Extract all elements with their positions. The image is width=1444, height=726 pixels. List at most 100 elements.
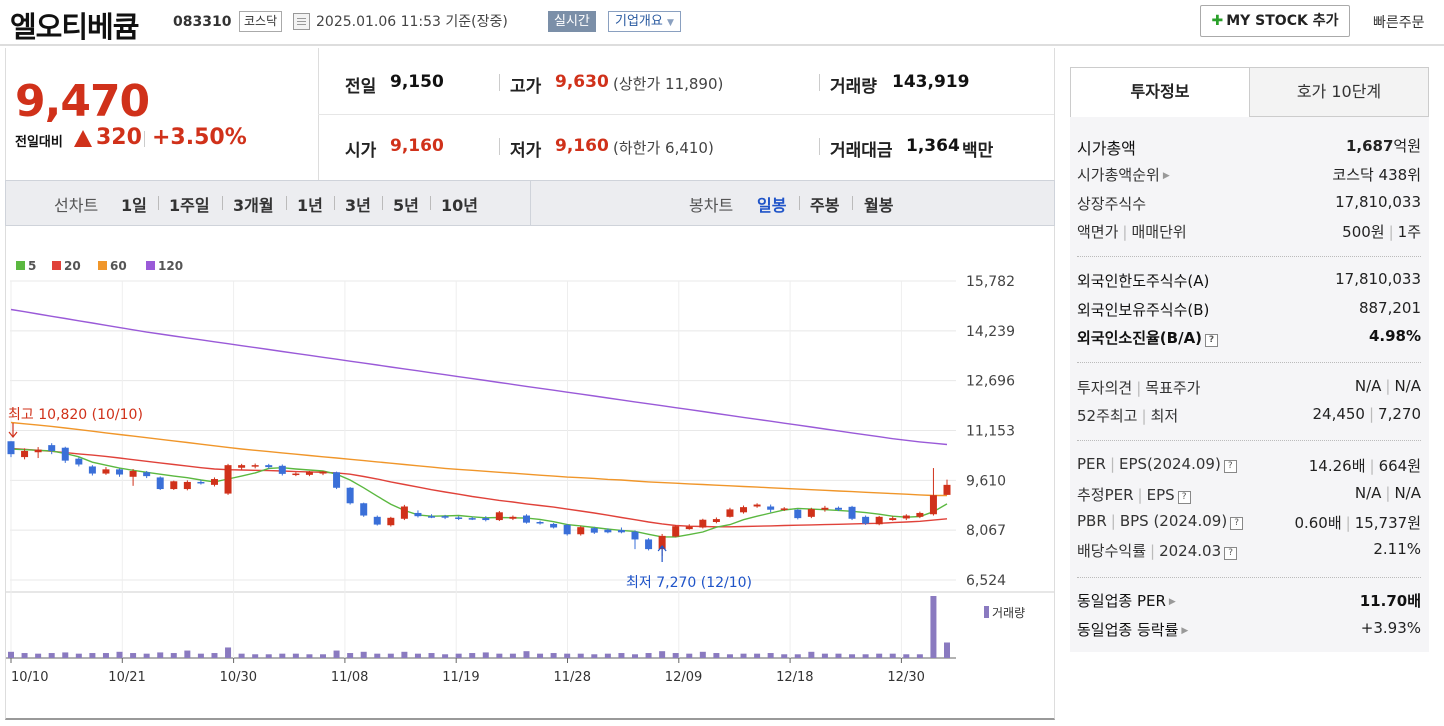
- open-value: 9,160: [390, 136, 444, 156]
- quick-order-link[interactable]: 빠른주문: [1373, 15, 1425, 31]
- volume-bar: [428, 653, 435, 658]
- volume-bar: [374, 653, 381, 658]
- change-value: 320: [96, 125, 142, 150]
- change-rate: +3.50%: [152, 125, 247, 150]
- candle-body: [292, 473, 300, 476]
- plus-icon: ✚: [1211, 13, 1224, 29]
- candle-body: [183, 481, 191, 490]
- volume-bar: [8, 651, 14, 658]
- opinion-value: N/A: [1354, 377, 1382, 395]
- candle-body: [143, 472, 151, 477]
- shares-value: 17,810,033: [1335, 193, 1421, 211]
- market-badge: 코스닥: [239, 11, 283, 32]
- realtime-button[interactable]: 실시간: [548, 11, 596, 32]
- shares-label: 상장주식수: [1077, 195, 1147, 213]
- divider: [1077, 440, 1421, 441]
- bps-label: BPS (2024.09): [1119, 512, 1228, 530]
- x-tick-label: 12/09: [665, 670, 702, 685]
- ma-line-120: [10, 308, 948, 446]
- tab-invest-info[interactable]: 투자정보: [1070, 67, 1250, 117]
- tab-hoga-10[interactable]: 호가 10단계: [1249, 67, 1429, 117]
- volume-bar: [469, 653, 476, 658]
- x-tick-label: 11/08: [331, 670, 368, 685]
- sector-per-value: 11.70배: [1359, 592, 1421, 610]
- candle-body: [821, 507, 829, 510]
- help-icon[interactable]: ?: [1205, 334, 1219, 347]
- volume-bar: [35, 653, 42, 658]
- candle-body: [889, 518, 897, 521]
- help-icon[interactable]: ?: [1230, 517, 1244, 530]
- market-cap-label: 시가총액: [1077, 139, 1136, 158]
- volume-bar: [849, 654, 856, 658]
- invest-info-panel: [1070, 117, 1429, 652]
- legend-swatch: [16, 261, 25, 270]
- candle-body: [61, 447, 69, 461]
- x-tick-label: 11/28: [554, 670, 591, 685]
- volume-bar: [903, 654, 910, 658]
- period-1w-button[interactable]: 1주일: [169, 196, 210, 215]
- volume-label: 거래량: [830, 77, 877, 97]
- candle-body: [685, 526, 693, 530]
- rank-row[interactable]: 시가총액순위 ▶ 코스닥 438위: [1077, 164, 1421, 186]
- foreign-ratio-row: 외국인소진율(B/A)? 4.98%: [1077, 327, 1421, 349]
- chart-area: 5 20 60 120 거래량 15,782 14,239 12,696 11,153 9,6…: [5, 226, 1055, 720]
- volume-bar: [591, 654, 598, 658]
- divider: [819, 74, 820, 91]
- ma-line-5: [10, 448, 948, 538]
- foreign-ratio-value: 4.98%: [1368, 327, 1421, 345]
- y-tick-label: 9,610: [966, 473, 1006, 489]
- volume-bar: [754, 653, 761, 658]
- divider: [1077, 362, 1421, 363]
- ma-line-60: [10, 421, 947, 497]
- candle-body: [740, 507, 748, 513]
- volume-bar: [672, 653, 679, 658]
- current-price: 9,470: [15, 76, 150, 127]
- candle-body: [590, 528, 598, 533]
- period-1y-button[interactable]: 1년: [297, 196, 323, 215]
- daily-candle-button[interactable]: 일봉: [757, 196, 787, 215]
- volume-bar: [130, 653, 137, 658]
- volume-bar: [102, 653, 109, 658]
- candle-body: [333, 472, 341, 488]
- volume-bar: [157, 652, 164, 658]
- period-5y-button[interactable]: 5년: [393, 196, 419, 215]
- opinion-label: 투자의견: [1077, 379, 1133, 397]
- help-icon[interactable]: ?: [1223, 460, 1237, 473]
- x-tick-label: 10/21: [108, 670, 145, 685]
- target-label: 목표주가: [1145, 379, 1201, 397]
- volume-bar: [577, 653, 584, 658]
- period-3y-button[interactable]: 3년: [345, 196, 371, 215]
- monthly-candle-button[interactable]: 월봉: [864, 196, 894, 215]
- add-mystock-button[interactable]: ✚ MY STOCK 추가: [1200, 5, 1350, 37]
- company-overview-button[interactable]: 기업개요 ▼: [608, 11, 681, 32]
- volume-bar: [48, 653, 55, 658]
- period-1d-button[interactable]: 1일: [121, 196, 147, 215]
- caret-right-icon: ▶: [1162, 171, 1170, 181]
- prev-label: 전일: [345, 77, 377, 97]
- volume-bar: [306, 654, 313, 658]
- calendar-icon: [293, 13, 310, 30]
- candle-body: [428, 516, 436, 518]
- candle-body: [346, 487, 354, 504]
- sector-rate-row[interactable]: 동일업종 등락률 ▶ +3.93%: [1077, 619, 1421, 641]
- weekly-candle-button[interactable]: 주봉: [810, 196, 840, 215]
- volume-bar: [225, 647, 232, 658]
- x-tick-label: 11/19: [442, 670, 479, 685]
- candle-body: [712, 519, 720, 522]
- sector-per-row[interactable]: 동일업종 PER ▶ 11.70배: [1077, 590, 1421, 612]
- divider: [852, 196, 853, 210]
- candle-body: [631, 531, 639, 540]
- foreign-limit-label: 외국인한도주식수(A): [1077, 272, 1210, 290]
- candle-body: [943, 484, 951, 495]
- date-text: 2025.01.06 11:53 기준(장중): [316, 14, 508, 30]
- candlestick-chart: 5 20 60 120 거래량 15,782 14,239 12,696 11,153 9,6…: [6, 259, 1054, 685]
- help-icon[interactable]: ?: [1224, 547, 1238, 560]
- market-cap-value: 1,687: [1345, 137, 1394, 155]
- foreign-hold-label: 외국인보유주식수(B): [1077, 301, 1210, 319]
- volume-bar: [618, 653, 625, 658]
- volume-bar: [645, 653, 652, 658]
- dividend-value: 2.11%: [1373, 540, 1421, 558]
- help-icon[interactable]: ?: [1177, 491, 1191, 504]
- period-10y-button[interactable]: 10년: [441, 196, 478, 215]
- period-3m-button[interactable]: 3개월: [233, 196, 274, 215]
